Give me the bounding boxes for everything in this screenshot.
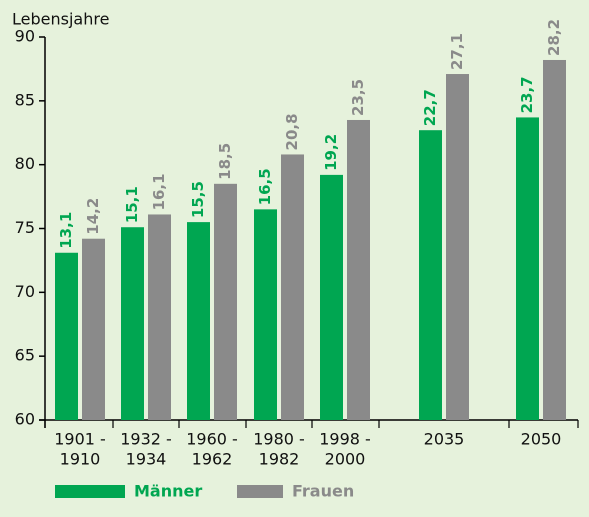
legend-swatch bbox=[237, 485, 283, 498]
x-tick-label: 1980 - bbox=[253, 430, 305, 449]
value-label: 19,2 bbox=[322, 134, 340, 171]
value-label: 13,1 bbox=[57, 212, 75, 249]
legend-label: Frauen bbox=[292, 482, 354, 501]
bar bbox=[446, 74, 469, 421]
y-tick-label: 75 bbox=[15, 218, 35, 237]
value-label: 22,7 bbox=[421, 89, 439, 126]
y-tick-label: 70 bbox=[15, 282, 35, 301]
bar bbox=[281, 154, 304, 420]
value-label: 16,1 bbox=[150, 173, 168, 210]
y-tick-label: 90 bbox=[15, 27, 35, 46]
x-tick-label: 1982 bbox=[259, 450, 300, 469]
x-tick-label: 2035 bbox=[424, 430, 465, 449]
legend-swatch bbox=[55, 485, 125, 498]
x-tick-label: 1901 - bbox=[54, 430, 106, 449]
bar bbox=[419, 130, 442, 421]
bar bbox=[55, 252, 78, 420]
y-tick-label: 85 bbox=[15, 90, 35, 109]
bar bbox=[320, 174, 343, 420]
value-label: 14,2 bbox=[84, 198, 102, 235]
bar bbox=[187, 222, 210, 420]
value-label: 23,7 bbox=[518, 76, 536, 113]
x-tick-label: 1960 - bbox=[186, 430, 238, 449]
bar bbox=[148, 214, 171, 420]
bar bbox=[543, 59, 566, 420]
bar bbox=[214, 183, 237, 420]
value-label: 16,5 bbox=[256, 168, 274, 205]
x-tick-label: 1932 - bbox=[120, 430, 172, 449]
y-tick-label: 80 bbox=[15, 154, 35, 173]
value-label: 15,5 bbox=[189, 181, 207, 218]
bar bbox=[82, 238, 105, 420]
bar bbox=[347, 119, 370, 420]
y-tick-label: 60 bbox=[15, 410, 35, 429]
x-tick-label: 1910 bbox=[60, 450, 101, 469]
bar bbox=[254, 209, 277, 420]
x-tick-label: 2050 bbox=[521, 430, 562, 449]
x-tick-label: 1962 bbox=[192, 450, 233, 469]
axis-title: Lebensjahre bbox=[12, 10, 109, 29]
value-label: 28,2 bbox=[545, 19, 563, 56]
x-tick-label: 1934 bbox=[126, 450, 167, 469]
value-label: 18,5 bbox=[216, 143, 234, 180]
value-label: 15,1 bbox=[123, 186, 141, 223]
bar bbox=[516, 117, 539, 421]
value-label: 23,5 bbox=[349, 79, 367, 116]
value-label: 20,8 bbox=[283, 113, 301, 150]
x-tick-label: 2000 bbox=[325, 450, 366, 469]
bar bbox=[121, 227, 144, 420]
legend-label: Männer bbox=[134, 482, 202, 501]
y-tick-label: 65 bbox=[15, 346, 35, 365]
x-tick-label: 1998 - bbox=[319, 430, 371, 449]
value-label: 27,1 bbox=[448, 33, 466, 70]
